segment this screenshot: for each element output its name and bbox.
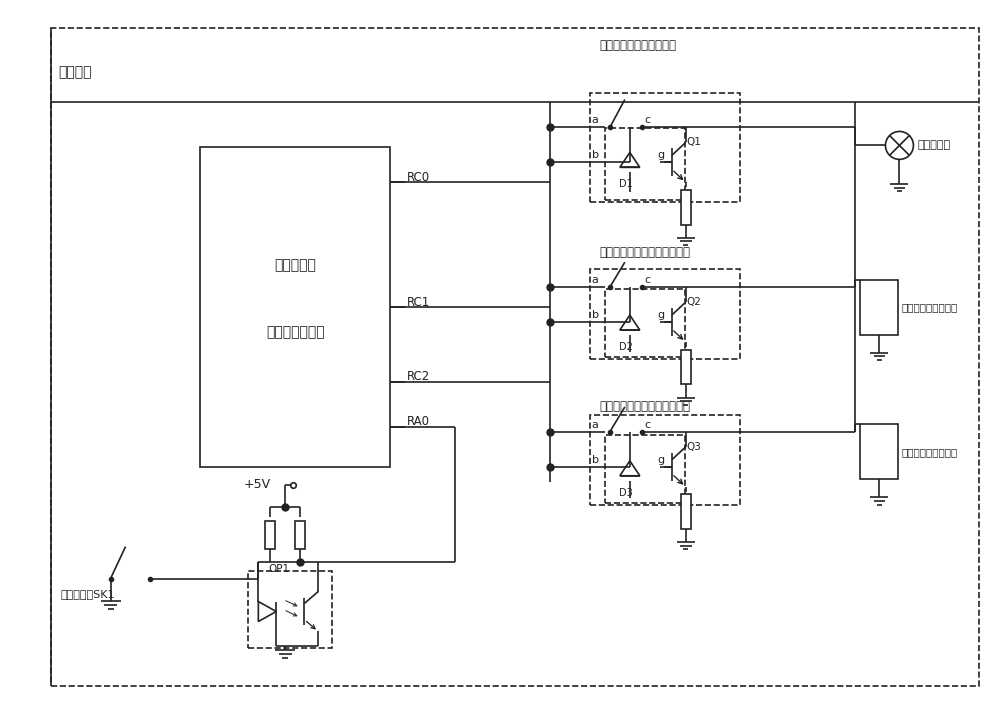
- Bar: [860, 424, 898, 479]
- Bar: [590, 269, 740, 359]
- Text: b: b: [592, 455, 599, 465]
- Text: 安全门开指示灯控制电路: 安全门开指示灯控制电路: [600, 39, 677, 52]
- Bar: [590, 92, 740, 202]
- Text: OP1: OP1: [268, 564, 289, 574]
- Text: 门开指示灯: 门开指示灯: [917, 141, 951, 151]
- Text: 伸缩踏步关闭电磁阀: 伸缩踏步关闭电磁阀: [901, 447, 958, 457]
- Bar: [605, 128, 685, 200]
- Bar: [681, 349, 691, 384]
- Text: g: g: [658, 151, 665, 161]
- Bar: [590, 415, 740, 505]
- Text: c: c: [645, 420, 651, 430]
- Text: a: a: [592, 420, 599, 430]
- Text: Q2: Q2: [687, 297, 702, 307]
- Bar: [605, 289, 685, 357]
- Text: RC2: RC2: [407, 371, 430, 384]
- Text: Q1: Q1: [687, 138, 702, 148]
- Text: 主控制电路: 主控制电路: [274, 259, 316, 272]
- Text: b: b: [592, 310, 599, 320]
- Text: RC0: RC0: [407, 171, 430, 184]
- Bar: [265, 521, 275, 549]
- Text: +5V: +5V: [243, 478, 270, 491]
- Bar: [605, 435, 685, 503]
- Bar: [248, 571, 332, 648]
- Text: （单片机系统）: （单片机系统）: [266, 326, 325, 340]
- Bar: [860, 280, 898, 335]
- Text: 电源输入: 电源输入: [59, 65, 92, 80]
- Text: 伸缩踏步打开电磁阀控制电路: 伸缩踏步打开电磁阀控制电路: [600, 246, 691, 259]
- Text: b: b: [592, 151, 599, 161]
- Text: g: g: [658, 310, 665, 320]
- Text: g: g: [658, 455, 665, 465]
- Text: a: a: [592, 275, 599, 285]
- Bar: [681, 494, 691, 529]
- Text: D1: D1: [619, 179, 633, 189]
- Text: 伸缩踏步关闭电磁阀控制电路: 伸缩踏步关闭电磁阀控制电路: [600, 400, 691, 414]
- Text: c: c: [645, 275, 651, 285]
- Text: D3: D3: [619, 488, 633, 498]
- Bar: [681, 190, 691, 224]
- Text: a: a: [592, 115, 599, 125]
- Text: 安全门开关SK1: 安全门开关SK1: [61, 589, 115, 599]
- Text: c: c: [645, 115, 651, 125]
- Text: Q3: Q3: [687, 442, 702, 452]
- Bar: [295, 521, 305, 549]
- Text: RC1: RC1: [407, 295, 430, 308]
- Text: 伸缩踏步打开电磁阀: 伸缩踏步打开电磁阀: [901, 302, 958, 312]
- Text: D2: D2: [619, 342, 633, 352]
- Text: RA0: RA0: [407, 415, 430, 428]
- Bar: [200, 148, 390, 467]
